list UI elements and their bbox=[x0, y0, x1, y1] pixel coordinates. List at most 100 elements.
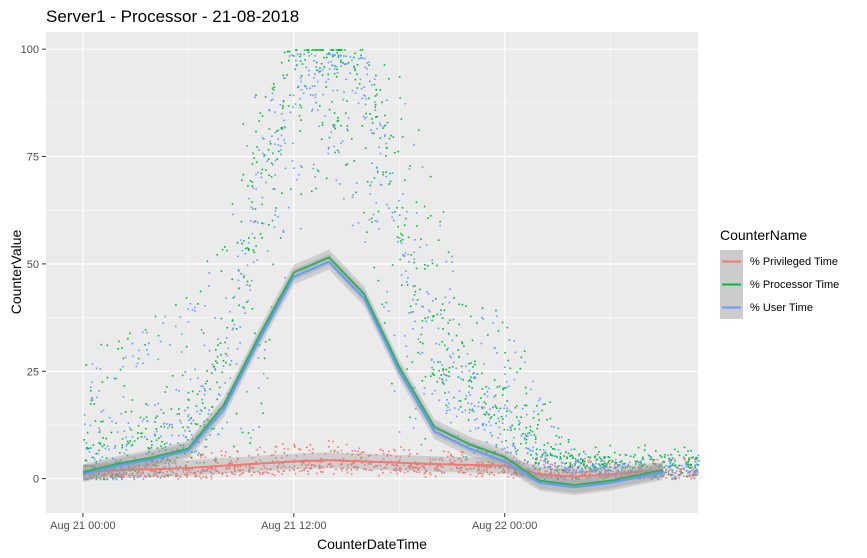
data-point bbox=[386, 290, 388, 293]
data-point bbox=[327, 61, 330, 64]
data-point bbox=[696, 463, 698, 466]
data-point bbox=[255, 461, 257, 463]
data-point bbox=[672, 474, 674, 476]
data-point bbox=[140, 432, 142, 435]
data-point bbox=[427, 293, 430, 295]
data-point bbox=[333, 68, 336, 70]
data-point bbox=[431, 366, 433, 369]
data-point bbox=[303, 84, 306, 87]
data-point bbox=[334, 124, 336, 126]
data-point bbox=[494, 394, 497, 397]
data-point bbox=[340, 449, 343, 452]
data-point bbox=[379, 124, 382, 127]
data-point bbox=[166, 386, 168, 388]
data-point bbox=[316, 69, 318, 71]
data-point bbox=[579, 470, 582, 473]
data-point bbox=[468, 369, 471, 372]
data-point bbox=[494, 404, 496, 407]
data-point bbox=[583, 462, 585, 465]
data-point bbox=[689, 473, 691, 476]
data-point bbox=[544, 457, 546, 460]
data-point bbox=[187, 469, 189, 472]
data-point bbox=[461, 371, 463, 373]
data-point bbox=[137, 437, 139, 440]
data-point bbox=[216, 462, 219, 464]
data-point bbox=[511, 460, 514, 462]
data-point bbox=[444, 296, 447, 299]
data-point bbox=[159, 340, 162, 343]
data-point bbox=[643, 477, 645, 480]
data-point bbox=[458, 399, 460, 402]
data-point bbox=[522, 432, 524, 435]
data-point bbox=[518, 423, 520, 426]
data-point bbox=[564, 471, 566, 473]
data-point bbox=[436, 264, 438, 267]
data-point bbox=[513, 472, 515, 475]
data-point bbox=[547, 462, 549, 465]
data-point bbox=[671, 464, 673, 466]
data-point bbox=[550, 446, 552, 448]
data-point bbox=[253, 471, 255, 473]
data-point bbox=[696, 458, 698, 461]
data-point bbox=[110, 431, 113, 434]
data-point bbox=[246, 284, 248, 286]
data-point bbox=[421, 380, 424, 382]
data-point bbox=[331, 64, 334, 66]
data-point bbox=[356, 73, 358, 75]
data-point bbox=[99, 443, 102, 445]
data-point bbox=[164, 446, 167, 448]
data-point bbox=[574, 471, 577, 474]
legend-key-point bbox=[730, 306, 733, 309]
data-point bbox=[556, 456, 558, 458]
data-point bbox=[603, 456, 605, 458]
data-point bbox=[364, 95, 366, 97]
data-point bbox=[112, 477, 114, 479]
data-point bbox=[459, 457, 461, 460]
data-point bbox=[569, 463, 572, 466]
data-point bbox=[455, 367, 457, 369]
data-point bbox=[429, 473, 432, 476]
data-point bbox=[582, 469, 584, 472]
data-point bbox=[383, 467, 385, 469]
data-point bbox=[376, 465, 378, 467]
data-point bbox=[265, 471, 268, 473]
data-point bbox=[403, 255, 405, 257]
data-point bbox=[401, 206, 404, 209]
data-point bbox=[206, 380, 208, 382]
data-point bbox=[306, 446, 308, 449]
data-point bbox=[516, 472, 518, 474]
data-point bbox=[550, 471, 553, 474]
data-point bbox=[486, 391, 489, 393]
data-point bbox=[90, 390, 92, 392]
data-point bbox=[359, 453, 361, 455]
data-point bbox=[469, 430, 472, 432]
data-point bbox=[141, 420, 144, 422]
data-point bbox=[404, 217, 407, 220]
data-point bbox=[350, 473, 353, 475]
data-point bbox=[419, 341, 422, 343]
data-point bbox=[431, 319, 433, 322]
data-point bbox=[95, 476, 98, 478]
data-point bbox=[329, 462, 331, 465]
data-point bbox=[396, 465, 399, 467]
data-point bbox=[84, 423, 86, 425]
data-point bbox=[305, 463, 307, 466]
data-point bbox=[121, 438, 124, 440]
data-point bbox=[232, 297, 235, 299]
data-point bbox=[151, 470, 154, 472]
data-point bbox=[401, 284, 403, 286]
data-point bbox=[547, 442, 549, 444]
data-point bbox=[111, 476, 113, 478]
data-point bbox=[99, 368, 102, 370]
data-point bbox=[504, 373, 506, 375]
data-point bbox=[258, 426, 260, 428]
data-point bbox=[602, 464, 605, 467]
data-point bbox=[408, 312, 410, 314]
data-point bbox=[262, 152, 264, 155]
data-point bbox=[557, 473, 560, 475]
data-point bbox=[472, 373, 474, 375]
data-point bbox=[447, 391, 450, 393]
data-point bbox=[292, 142, 294, 145]
data-point bbox=[439, 220, 441, 223]
data-point bbox=[199, 290, 202, 293]
